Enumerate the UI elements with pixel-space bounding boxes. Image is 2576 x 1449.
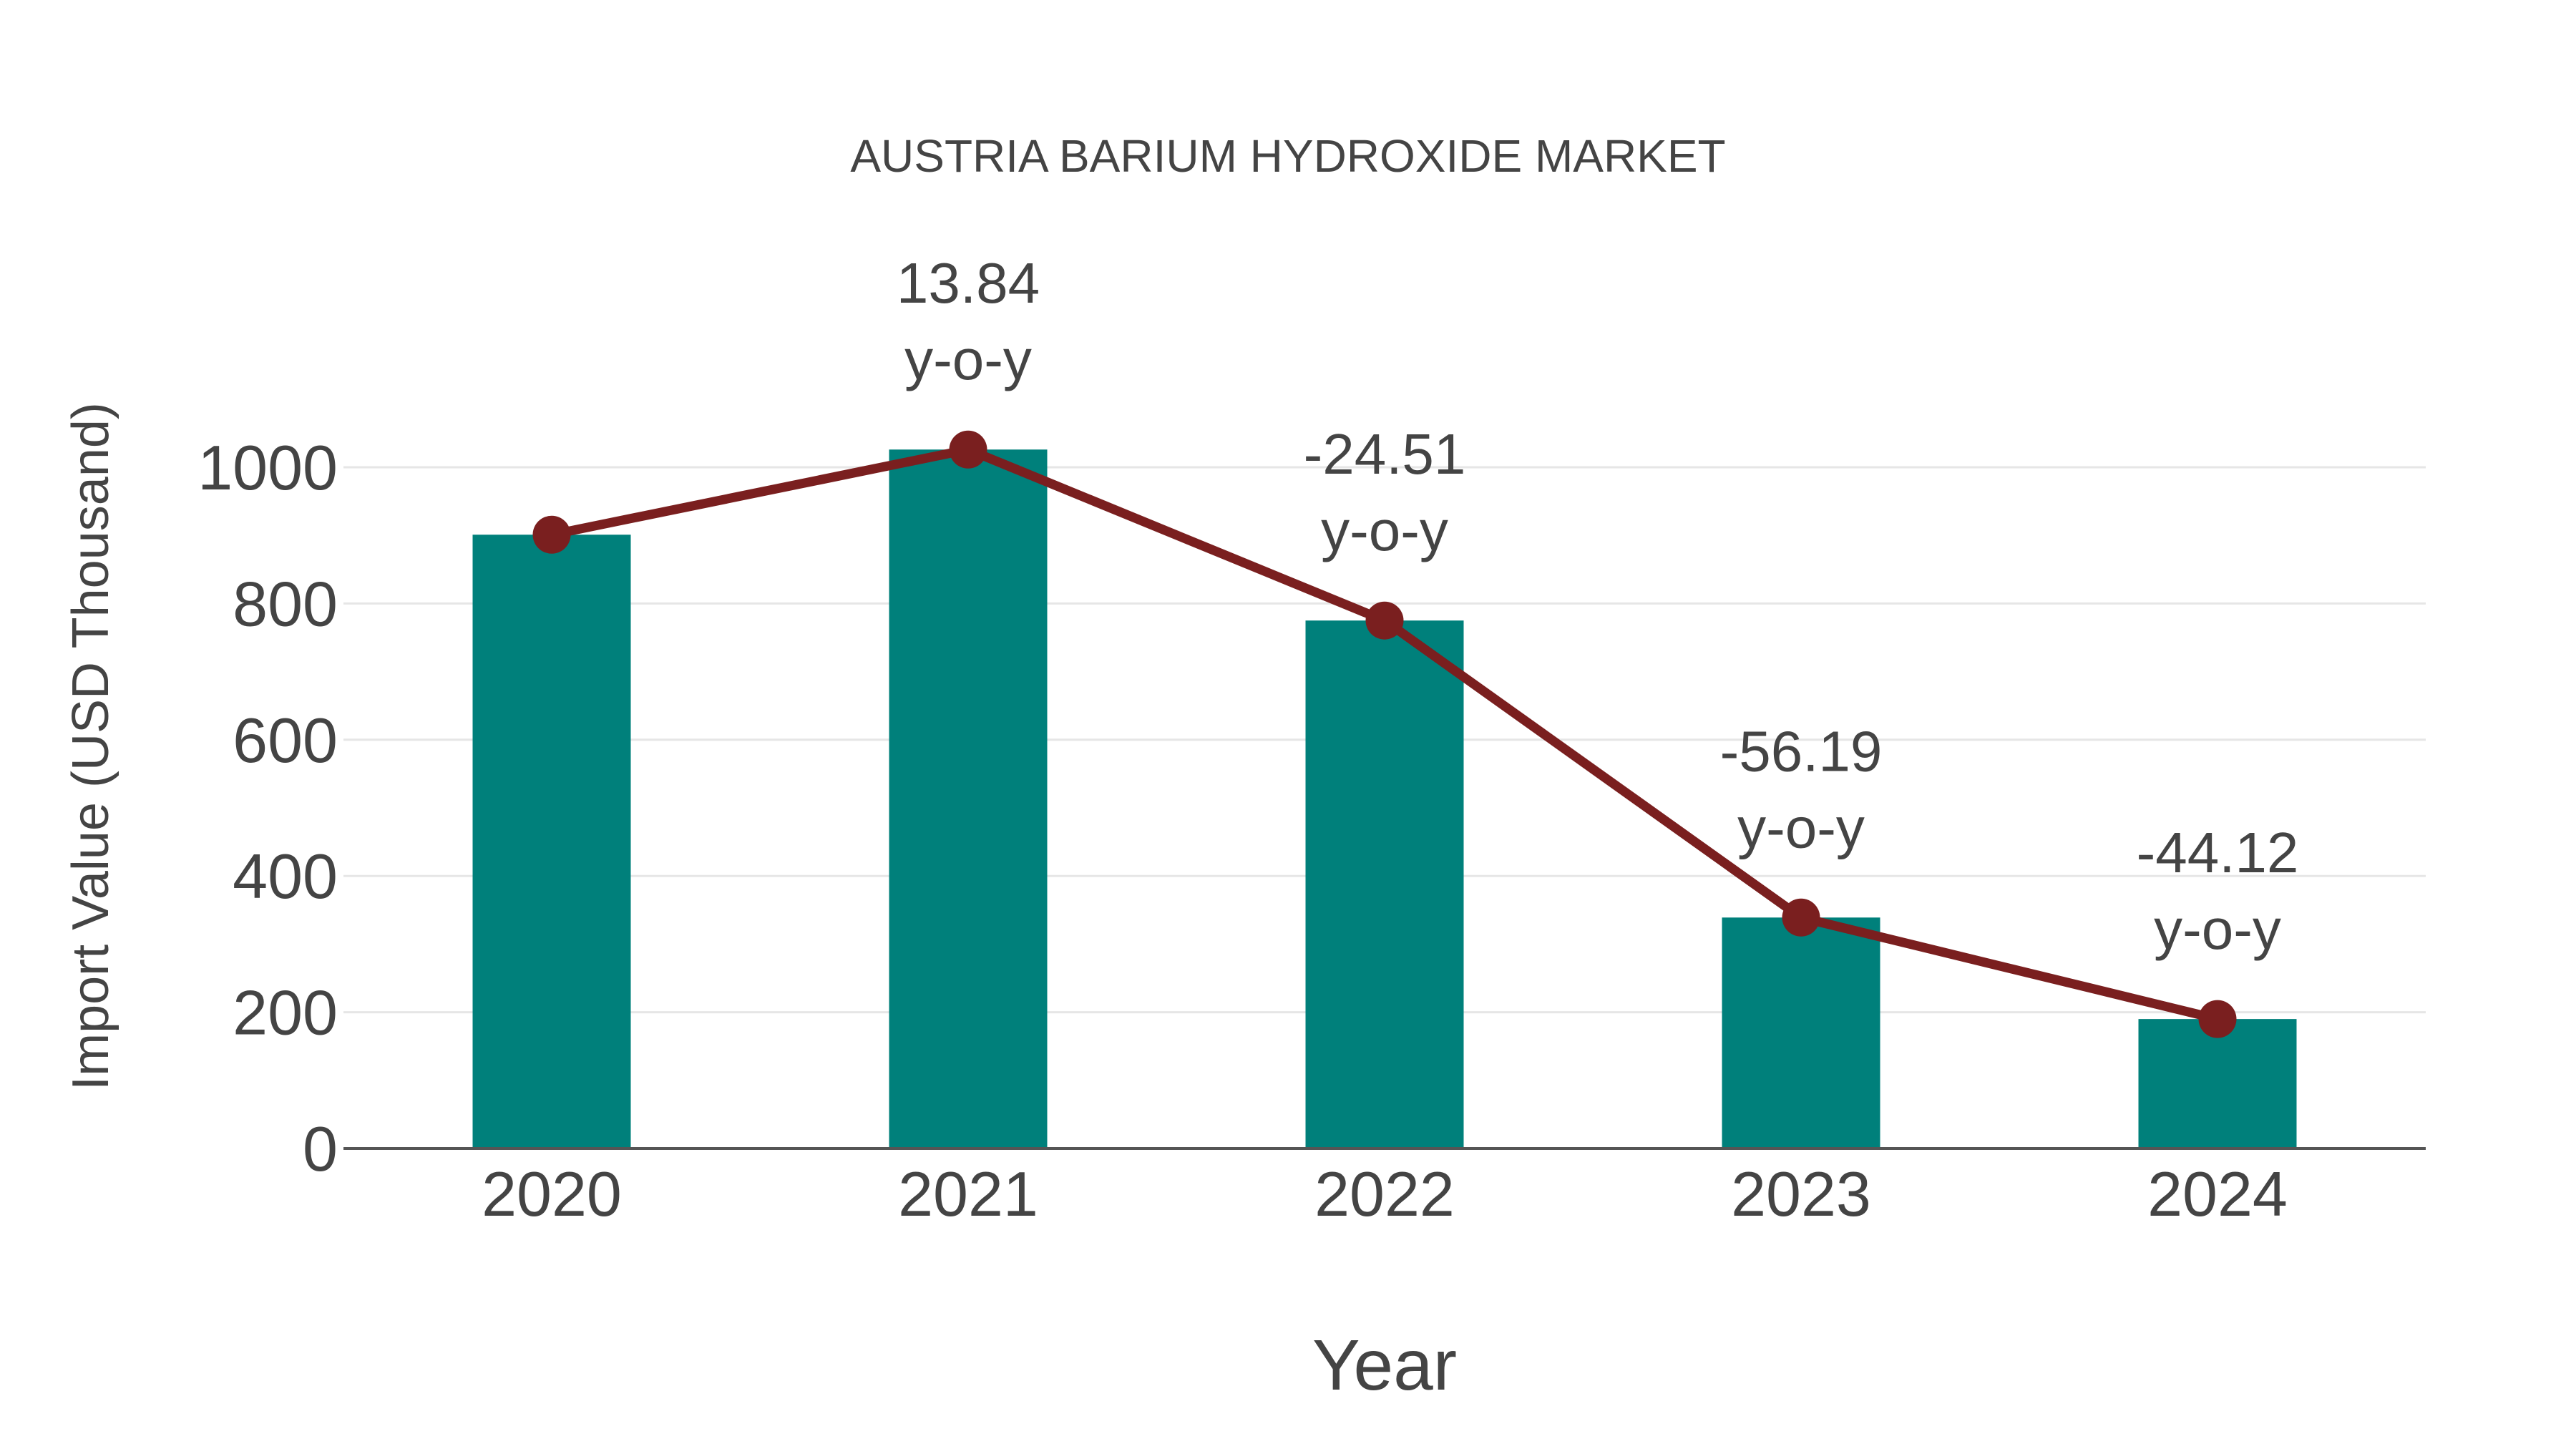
yoy-value: -44.12 [2137,821,2299,884]
bar-2021 [889,449,1048,1148]
x-axis-title: Year [1312,1325,1457,1405]
yoy-value: 13.84 [897,251,1040,315]
yoy-label: y-o-y [1737,796,1865,859]
y-tick-label: 1000 [197,432,338,503]
x-tick-label: 2021 [898,1158,1038,1229]
data-point-marker [949,430,987,469]
x-tick-label: 2022 [1314,1158,1455,1229]
yoy-label: y-o-y [2154,897,2281,961]
x-tick-label: 2024 [2147,1158,2288,1229]
bar-2023 [1722,917,1880,1148]
yoy-value: -56.19 [1720,719,1883,783]
bar-2022 [1305,620,1464,1148]
bars [472,449,2297,1148]
chart-title: AUSTRIA BARIUM HYDROXIDE MARKET [850,130,1725,182]
trend-line [532,430,2237,1038]
y-tick-label: 600 [233,705,338,776]
yoy-value: -24.51 [1304,422,1466,486]
x-axis-ticks: 2020 2021 2022 2023 2024 [482,1158,2288,1229]
x-tick-label: 2023 [1731,1158,1871,1229]
bar-2020 [472,535,631,1148]
y-axis-title: Import Value (USD Thousand) [62,402,119,1091]
y-tick-label: 800 [233,568,338,639]
x-tick-label: 2020 [482,1158,622,1229]
y-tick-label: 400 [233,841,338,912]
data-point-marker [532,515,571,554]
y-axis-ticks: 0 200 400 600 800 1000 [197,432,338,1184]
y-tick-label: 0 [303,1113,338,1184]
yoy-annotations: 13.84 y-o-y -24.51 y-o-y -56.19 y-o-y -44.12 y-… [897,251,2299,961]
y-tick-label: 200 [233,977,338,1048]
yoy-label: y-o-y [1321,499,1448,562]
data-point-marker [1782,898,1820,937]
bar-2024 [2138,1019,2297,1148]
yoy-label: y-o-y [904,328,1032,391]
data-point-marker [1365,601,1404,640]
data-point-marker [2198,1000,2237,1038]
